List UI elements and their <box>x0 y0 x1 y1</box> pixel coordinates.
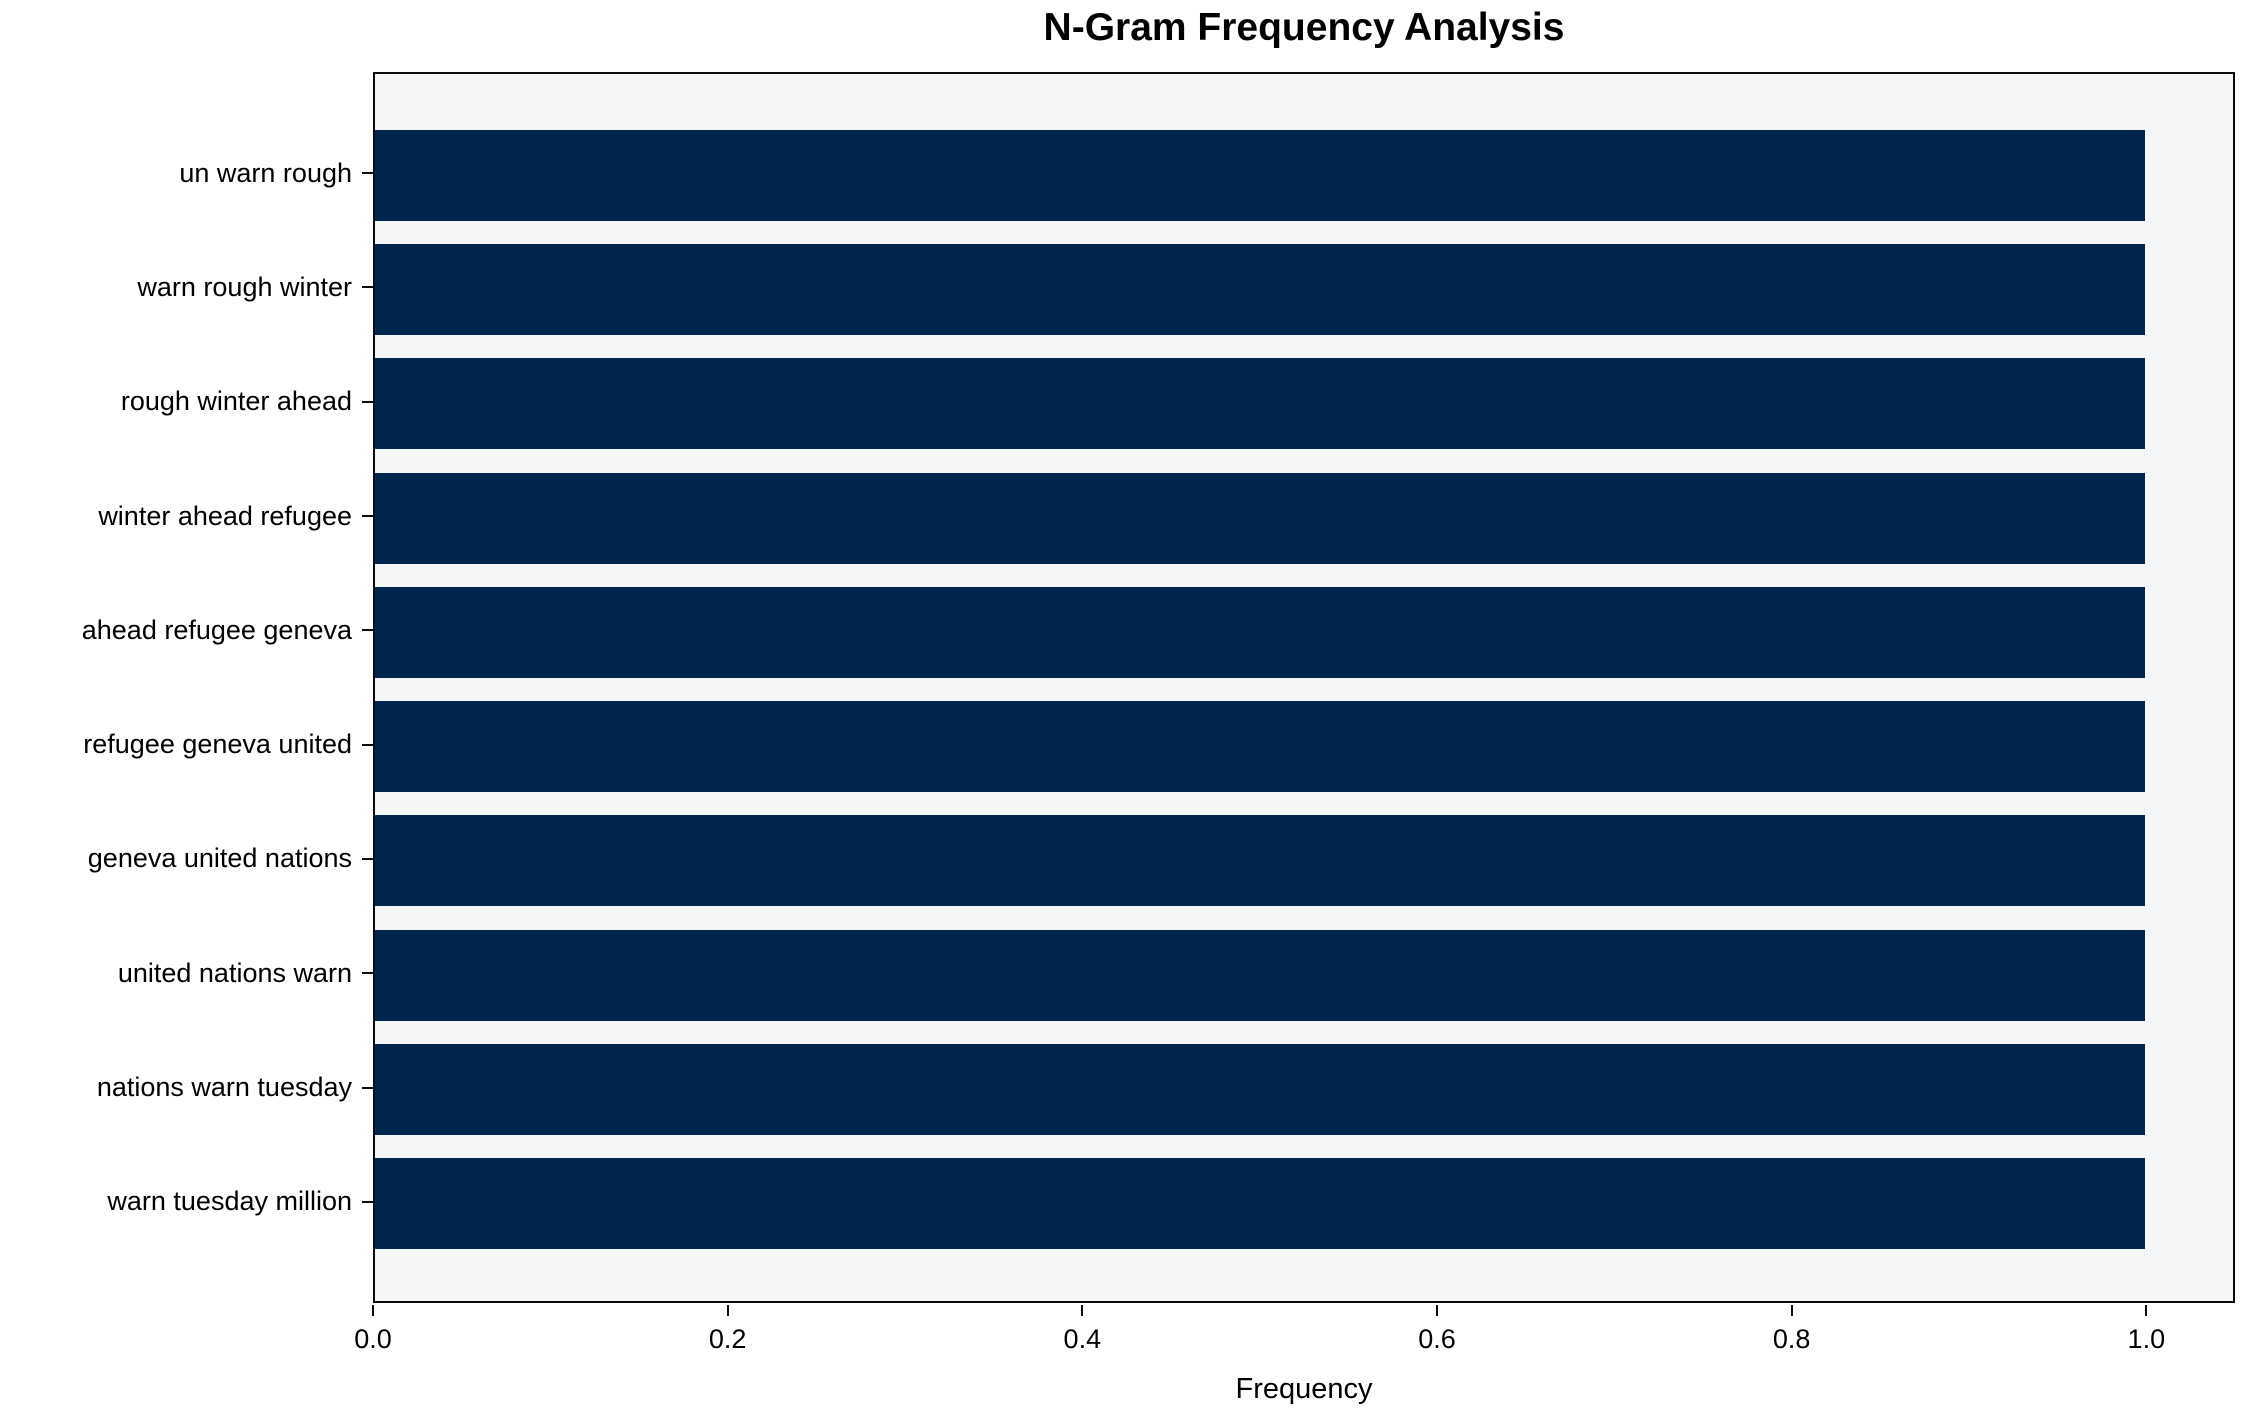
y-row: ahead refugee geneva <box>0 573 373 687</box>
bar-row <box>375 1147 2233 1261</box>
bar <box>375 472 2145 564</box>
bar-row <box>375 1032 2233 1146</box>
bar <box>375 815 2145 907</box>
bar <box>375 929 2145 1021</box>
y-row: un warn rough <box>0 116 373 230</box>
bar <box>375 701 2145 793</box>
y-row: warn tuesday million <box>0 1145 373 1259</box>
bar-row <box>375 804 2233 918</box>
y-tick-label: refugee geneva united <box>83 729 352 760</box>
x-tick-label: 0.2 <box>708 1324 747 1354</box>
y-tick-mark <box>362 400 373 403</box>
y-row: winter ahead refugee <box>0 459 373 573</box>
x-tick-mark <box>1790 1305 1793 1316</box>
y-tick-mark <box>362 172 373 175</box>
bar-row <box>375 347 2233 461</box>
x-axis: 0.0 0.2 0.4 0.6 0.8 1.0 <box>354 1303 2235 1373</box>
x-tick-label: 0.4 <box>1063 1324 1102 1354</box>
y-axis: un warn rough warn rough winter rough wint… <box>0 116 373 1259</box>
bar-row <box>375 461 2233 575</box>
y-tick-label: winter ahead refugee <box>98 500 352 531</box>
y-row: refugee geneva united <box>0 687 373 801</box>
bar-row <box>375 232 2233 346</box>
bar <box>375 243 2145 335</box>
bar <box>375 586 2145 678</box>
bar-row <box>375 918 2233 1032</box>
y-tick-label: united nations warn <box>117 957 352 988</box>
bar <box>375 129 2145 221</box>
y-tick-mark <box>362 1200 373 1203</box>
x-tick-label: 0.0 <box>354 1324 392 1354</box>
bar <box>375 358 2145 450</box>
x-tick-mark <box>2145 1305 2148 1316</box>
y-tick-mark <box>362 1086 373 1089</box>
x-tick-label: 1.0 <box>2127 1324 2166 1354</box>
y-tick-mark <box>362 629 373 632</box>
x-tick-mark <box>1436 1305 1438 1316</box>
bar <box>375 1158 2145 1250</box>
x-tick-mark <box>1081 1305 1084 1316</box>
y-tick-label: ahead refugee geneva <box>81 614 352 645</box>
y-row: warn rough winter <box>0 230 373 344</box>
x-tick-label: 0.8 <box>1772 1324 1811 1354</box>
x-tick-mark <box>372 1305 374 1316</box>
y-tick-label: nations warn tuesday <box>96 1072 352 1103</box>
x-tick-mark <box>726 1305 729 1316</box>
y-row: nations warn tuesday <box>0 1030 373 1144</box>
bars-container <box>375 118 2233 1261</box>
y-row: united nations warn <box>0 916 373 1030</box>
y-tick-label: warn tuesday million <box>107 1186 352 1217</box>
y-tick-mark <box>362 857 373 860</box>
y-tick-mark <box>362 286 373 289</box>
bar-row <box>375 118 2233 232</box>
bar-row <box>375 689 2233 803</box>
y-row: geneva united nations <box>0 802 373 916</box>
plot-area <box>373 72 2235 1303</box>
y-tick-mark <box>362 515 373 518</box>
bar-row <box>375 575 2233 689</box>
chart-title: N-Gram Frequency Analysis <box>1043 6 1565 49</box>
y-tick-label: warn rough winter <box>137 271 352 302</box>
y-tick-label: un warn rough <box>179 157 352 188</box>
y-tick-mark <box>362 743 373 746</box>
y-tick-mark <box>362 972 373 975</box>
y-tick-label: geneva united nations <box>87 843 352 874</box>
y-tick-label: rough winter ahead <box>120 386 352 417</box>
bar <box>375 1044 2145 1136</box>
x-axis-title: Frequency <box>1235 1373 1373 1405</box>
y-row: rough winter ahead <box>0 345 373 459</box>
x-tick-label: 0.6 <box>1418 1324 1456 1354</box>
